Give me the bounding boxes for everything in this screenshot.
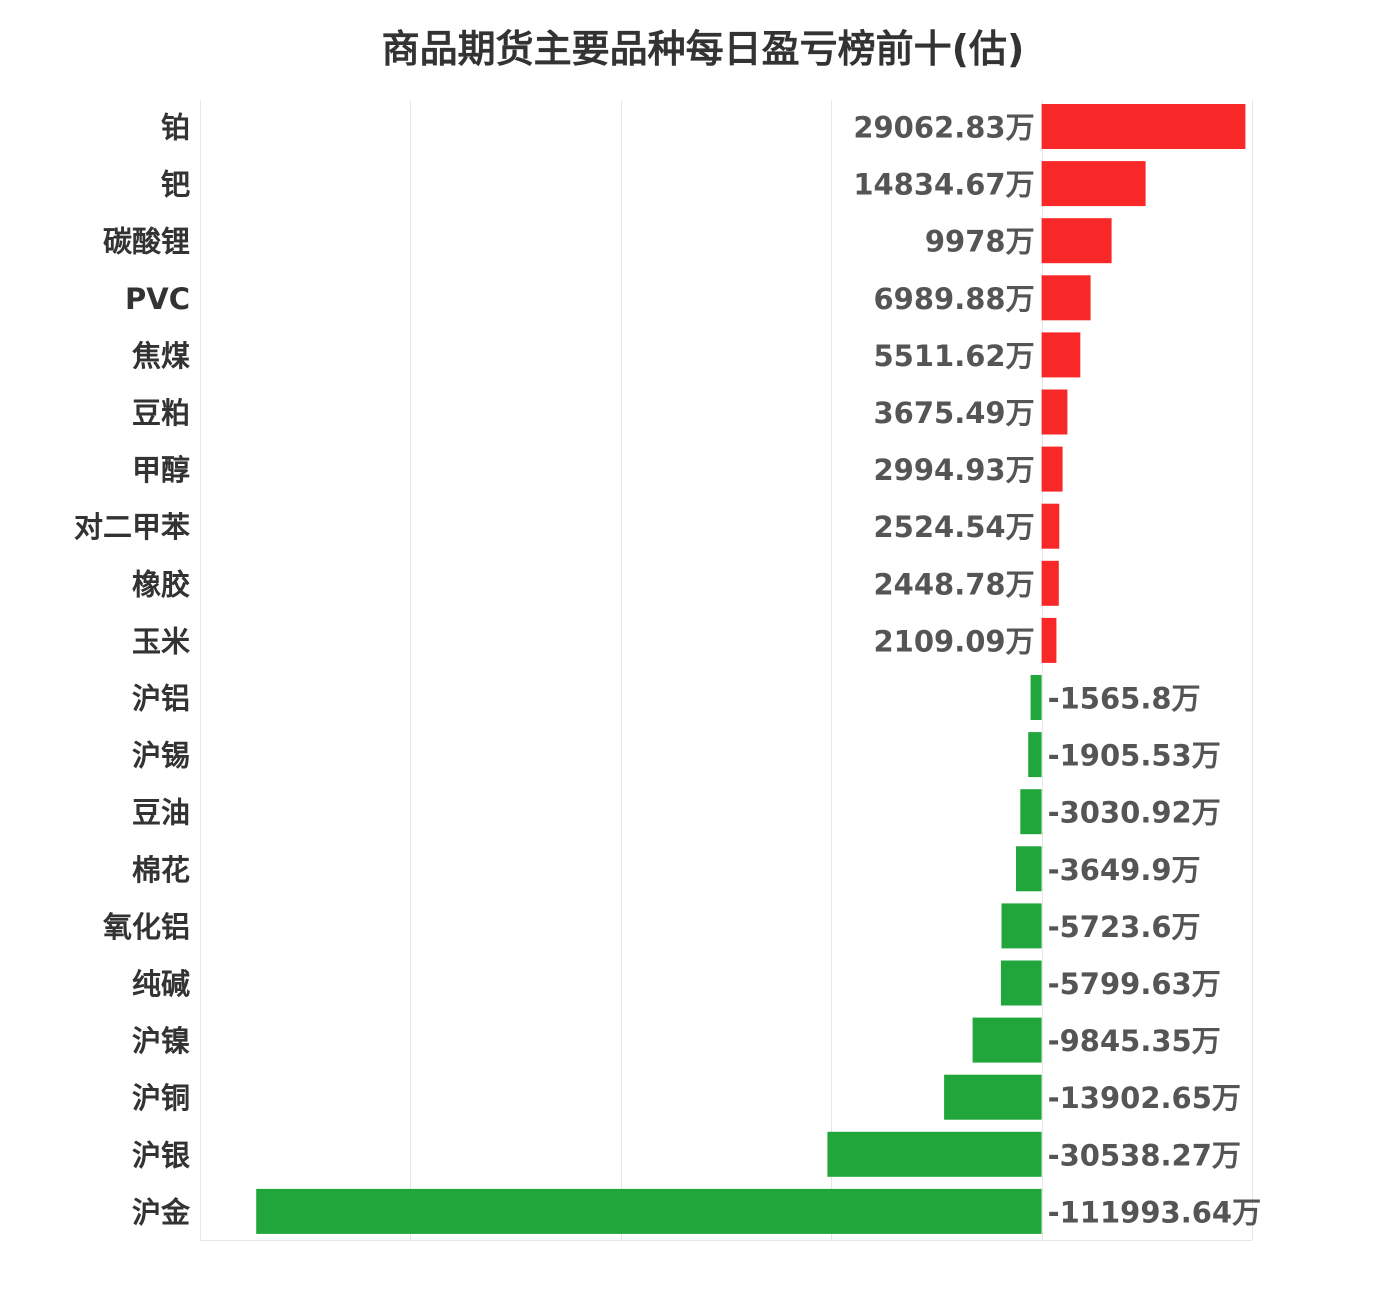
category-label: 豆粕 [132,396,190,430]
bar-19 [827,1131,1042,1177]
value-label: 14834.67万 [853,168,1034,202]
category-label: 沪铜 [132,1081,190,1115]
value-label: 2448.78万 [874,567,1035,601]
category-label: 沪铝 [132,682,190,716]
bar-4 [1041,275,1091,321]
category-label: 焦煤 [132,339,190,373]
value-label: -5799.63万 [1048,967,1221,1001]
bar-12 [1028,732,1042,778]
category-label: 棉花 [132,853,190,887]
category-label: 豆油 [132,796,190,830]
value-label: -5723.6万 [1048,910,1201,944]
bar-14 [1016,846,1042,892]
bar-10 [1041,617,1057,663]
value-label: 6989.88万 [874,282,1035,316]
value-label: -1565.8万 [1048,682,1201,716]
value-label: 3675.49万 [874,396,1035,430]
value-label: -111993.64万 [1048,1195,1261,1229]
bar-7 [1041,446,1063,492]
category-label: 沪金 [132,1195,191,1229]
value-label: 5511.62万 [874,339,1035,373]
bar-2 [1041,161,1146,207]
category-label: 沪锡 [132,739,190,773]
chart-title: 商品期货主要品种每日盈亏榜前十(估) [381,27,1025,71]
bar-5 [1041,332,1081,378]
bar-18 [944,1074,1042,1120]
category-label: 钯 [161,168,190,202]
bar-3 [1041,218,1112,264]
category-label: 沪镍 [132,1024,190,1058]
bar-1 [1041,104,1246,149]
category-label: 铂 [161,111,190,145]
bar-15 [1001,903,1042,949]
category-label: 橡胶 [132,567,190,601]
value-label: -3030.92万 [1048,796,1221,830]
bar-6 [1041,389,1068,435]
value-label: -9845.35万 [1048,1024,1221,1058]
bar-17 [972,1017,1042,1063]
value-label: -30538.27万 [1048,1138,1241,1172]
value-label: 9978万 [925,225,1035,259]
value-label: 2109.09万 [874,624,1035,658]
category-label: 沪银 [132,1138,190,1172]
bar-9 [1041,560,1059,606]
category-label: 纯碱 [132,967,190,1001]
bar-20 [256,1188,1042,1234]
category-label: 氧化铝 [102,910,190,944]
category-label: 碳酸锂 [103,225,190,259]
category-label: PVC [125,282,190,316]
bar-11 [1030,675,1042,720]
bar-16 [1000,960,1042,1006]
value-label: 2524.54万 [874,510,1035,544]
bar-layer [256,104,1246,1234]
value-label: -3649.9万 [1048,853,1201,887]
category-label: 甲醇 [132,453,190,487]
value-label: -13902.65万 [1048,1081,1241,1115]
category-label: 对二甲苯 [74,510,190,544]
bar-13 [1020,789,1042,835]
category-label: 玉米 [132,624,190,658]
value-label: 29062.83万 [853,111,1034,145]
value-label: -1905.53万 [1048,739,1221,773]
value-label: 2994.93万 [874,453,1035,487]
grid-layer [200,100,1253,1241]
bar-8 [1041,503,1060,549]
